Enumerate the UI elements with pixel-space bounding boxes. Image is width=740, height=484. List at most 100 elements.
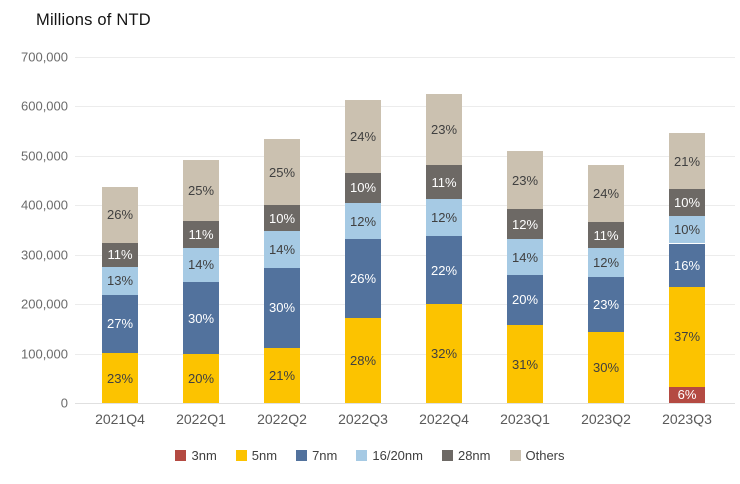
legend-item-3nm: 3nm — [175, 448, 217, 463]
segment-percent-label: 12% — [592, 255, 620, 271]
segment-percent-label: 20% — [511, 292, 539, 308]
gridline — [75, 304, 735, 306]
segment-percent-label: 6% — [677, 387, 697, 403]
y-tick-label: 700,000 — [21, 49, 68, 65]
bar-segment-1620nm-2023Q1: 14% — [507, 239, 543, 275]
bar-segment-28nm-2022Q4: 11% — [426, 165, 462, 200]
x-tick-label-2022Q4: 2022Q4 — [419, 411, 469, 427]
y-tick-label: 200,000 — [21, 296, 68, 312]
legend-label: 3nm — [191, 448, 217, 463]
x-tick-label-2022Q2: 2022Q2 — [257, 411, 307, 427]
bar-segment-1620nm-2022Q1: 14% — [183, 247, 219, 282]
segment-percent-label: 23% — [106, 370, 134, 386]
bar-segment-Others-2022Q1: 25% — [183, 160, 219, 221]
legend-swatch-icon — [356, 450, 368, 461]
segment-percent-label: 11% — [107, 247, 133, 263]
bar-segment-28nm-2022Q1: 11% — [183, 221, 219, 248]
legend-swatch-icon — [296, 450, 308, 461]
legend-label: 7nm — [312, 448, 338, 463]
bar-segment-7nm-2022Q1: 30% — [183, 281, 219, 355]
x-tick-label-2022Q3: 2022Q3 — [338, 411, 388, 427]
bar-segment-5nm-2022Q2: 21% — [264, 347, 300, 403]
bar-segment-1620nm-2023Q2: 12% — [588, 248, 624, 277]
segment-percent-label: 30% — [268, 300, 296, 316]
bar-segment-28nm-2021Q4: 11% — [102, 242, 138, 267]
bar-segment-7nm-2021Q4: 27% — [102, 294, 138, 354]
segment-percent-label: 30% — [187, 310, 215, 326]
legend-label: Others — [525, 448, 565, 463]
bar-segment-5nm-2023Q2: 30% — [588, 331, 624, 403]
legend-item-28nm: 28nm — [441, 448, 491, 463]
bar-segment-3nm-2023Q3: 6% — [669, 386, 705, 403]
bar-segment-Others-2023Q3: 21% — [669, 132, 705, 190]
x-tick-label-2023Q2: 2023Q2 — [581, 411, 631, 427]
bar-segment-28nm-2023Q2: 11% — [588, 222, 624, 249]
gridline — [75, 403, 735, 404]
legend-item-Others: Others — [509, 448, 565, 463]
segment-percent-label: 24% — [592, 186, 620, 202]
bar-segment-7nm-2023Q2: 23% — [588, 277, 624, 332]
bar-segment-28nm-2023Q3: 10% — [669, 189, 705, 217]
legend-label: 28nm — [457, 448, 491, 463]
legend-swatch-icon — [509, 450, 521, 461]
bar-segment-Others-2022Q2: 25% — [264, 139, 300, 206]
plot-area: 23% 27% 13% 11% 26% 20% 30% 14% 11% 25% 21% 30% 14% 1… — [75, 57, 735, 404]
legend-item-7nm: 7nm — [296, 448, 337, 463]
segment-percent-label: 30% — [592, 359, 620, 375]
segment-percent-label: 23% — [430, 122, 458, 138]
bar-segment-Others-2022Q3: 24% — [345, 100, 381, 173]
segment-percent-label: 25% — [268, 164, 296, 180]
segment-percent-label: 10% — [673, 195, 701, 211]
y-tick-label: 400,000 — [21, 197, 68, 213]
segment-percent-label: 14% — [511, 249, 539, 265]
legend-swatch-icon — [235, 450, 247, 461]
bar-segment-1620nm-2022Q3: 12% — [345, 203, 381, 240]
segment-percent-label: 25% — [187, 183, 215, 199]
gridline — [75, 205, 735, 207]
gridline — [75, 254, 735, 256]
bar-segment-Others-2023Q1: 23% — [507, 151, 543, 210]
bar-segment-Others-2021Q4: 26% — [102, 186, 138, 243]
gridline — [75, 155, 735, 157]
bar-segment-7nm-2022Q3: 26% — [345, 239, 381, 319]
legend-swatch-icon — [175, 450, 187, 461]
legend-item-5nm: 5nm — [235, 448, 278, 463]
segment-percent-label: 14% — [187, 257, 215, 273]
bar-segment-7nm-2023Q1: 20% — [507, 274, 543, 326]
y-tick-label: 300,000 — [21, 247, 68, 263]
x-tick-label-2023Q3: 2023Q3 — [662, 411, 712, 427]
segment-percent-label: 14% — [268, 242, 296, 258]
segment-percent-label: 21% — [268, 367, 296, 383]
bar-segment-5nm-2022Q3: 28% — [345, 318, 381, 403]
legend: 3nm 5nm 7nm 16/20nm 28nm Others — [0, 448, 740, 463]
chart-title: Millions of NTD — [36, 11, 151, 29]
y-tick-label: 500,000 — [21, 148, 68, 164]
bar-segment-5nm-2022Q4: 32% — [426, 304, 462, 403]
bar-segment-Others-2022Q4: 23% — [426, 94, 462, 166]
bar-segment-28nm-2022Q3: 10% — [345, 172, 381, 204]
segment-percent-label: 24% — [349, 128, 377, 144]
bar-segment-1620nm-2022Q2: 14% — [264, 231, 300, 269]
bar-segment-5nm-2023Q3: 37% — [669, 286, 705, 387]
segment-percent-label: 21% — [673, 153, 701, 169]
segment-percent-label: 27% — [106, 316, 134, 332]
legend-label: 5nm — [251, 448, 278, 463]
bar-segment-1620nm-2023Q3: 10% — [669, 216, 705, 244]
segment-percent-label: 23% — [511, 172, 539, 188]
bar-segment-1620nm-2021Q4: 13% — [102, 266, 138, 295]
bar-segment-7nm-2022Q2: 30% — [264, 268, 300, 348]
bar-segment-5nm-2022Q1: 20% — [183, 354, 219, 403]
segment-percent-label: 11% — [188, 226, 214, 242]
segment-percent-label: 28% — [349, 353, 377, 369]
x-tick-label-2022Q1: 2022Q1 — [176, 411, 226, 427]
segment-percent-label: 26% — [106, 207, 134, 223]
x-tick-label-2023Q1: 2023Q1 — [500, 411, 550, 427]
y-tick-label: 100,000 — [21, 346, 68, 362]
segment-percent-label: 13% — [106, 273, 134, 289]
bar-segment-28nm-2022Q2: 10% — [264, 205, 300, 232]
segment-percent-label: 23% — [592, 296, 620, 312]
bar-segment-1620nm-2022Q4: 12% — [426, 199, 462, 237]
segment-percent-label: 10% — [349, 180, 377, 196]
segment-percent-label: 11% — [431, 174, 457, 190]
